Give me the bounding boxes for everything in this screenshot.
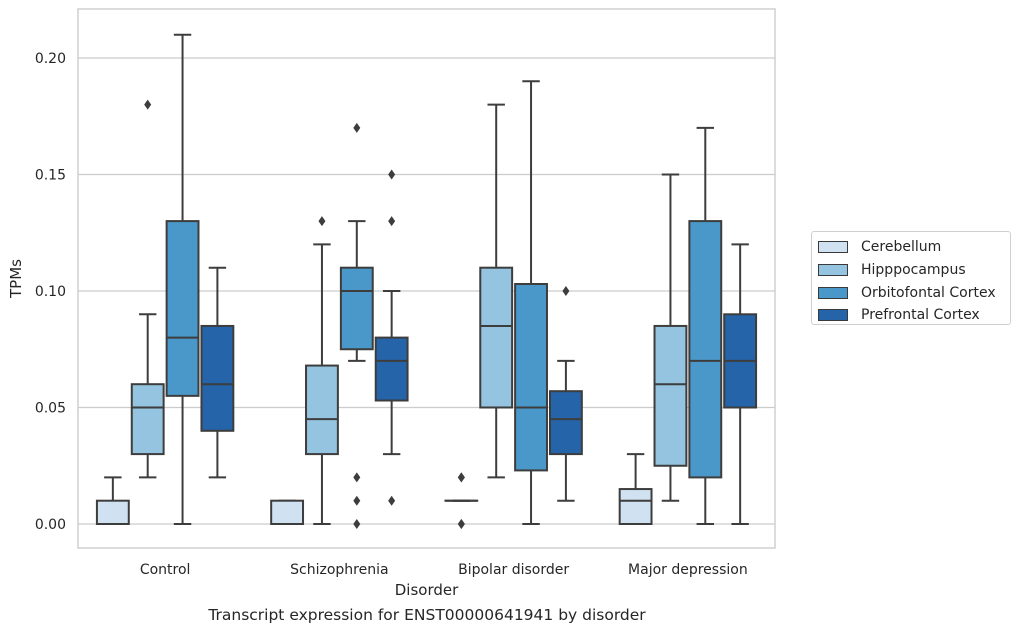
outlier-point (457, 519, 465, 529)
legend-item: Orbitofontal Cortex (818, 281, 1010, 304)
box (479, 266, 514, 409)
legend: Cerebellum Hipppocampus Orbitofontal Cor… (811, 231, 1011, 325)
outlier-point (144, 99, 152, 110)
outlier-point (562, 286, 570, 296)
legend-swatch (818, 309, 848, 322)
outlier-point (388, 495, 396, 506)
box (688, 220, 723, 479)
box (95, 499, 130, 526)
figure-caption: Transcript expression for ENST0000064194… (208, 606, 646, 624)
x-tick-label: Bipolar disorder (458, 562, 569, 578)
box (165, 220, 200, 397)
x-tick-label: Major depression (628, 562, 748, 578)
outlier-point (457, 472, 465, 483)
legend-swatch (818, 286, 848, 299)
outlier-point (318, 216, 326, 227)
box (514, 283, 548, 472)
x-tick-label: Schizophrenia (290, 562, 388, 578)
box (305, 364, 339, 456)
outlier-point (353, 495, 361, 506)
x-tick-label: Control (140, 562, 191, 578)
legend-label: Hipppocampus (861, 262, 966, 279)
y-tick-label: 0.05 (35, 401, 66, 417)
legend-label: Prefrontal Cortex (861, 307, 980, 324)
box (200, 324, 235, 432)
legend-swatch (818, 241, 848, 254)
box (339, 266, 374, 351)
legend-swatch (818, 264, 848, 277)
legend-item: Cerebellum (818, 236, 1010, 259)
plot-frame (77, 8, 776, 549)
legend-label: Cerebellum (861, 239, 942, 256)
outlier-point (353, 122, 361, 133)
outlier-point (353, 472, 361, 483)
y-tick-label: 0.15 (35, 168, 66, 184)
x-axis-label: Disorder (395, 581, 459, 599)
outlier-point (388, 169, 396, 180)
box (548, 390, 583, 456)
y-tick-label: 0.20 (35, 51, 66, 67)
y-tick-label: 0.00 (35, 517, 66, 533)
box (130, 383, 165, 456)
outlier-point (353, 519, 361, 529)
y-axis-label: TPMs (7, 259, 25, 299)
box (374, 336, 409, 402)
box (270, 499, 305, 526)
box (653, 324, 688, 467)
outlier-point (388, 216, 396, 227)
legend-item: Hipppocampus (818, 259, 1010, 282)
legend-item: Prefrontal Cortex (818, 304, 1010, 327)
legend-label: Orbitofontal Cortex (861, 284, 996, 301)
box (618, 488, 653, 525)
y-tick-label: 0.10 (35, 284, 66, 300)
